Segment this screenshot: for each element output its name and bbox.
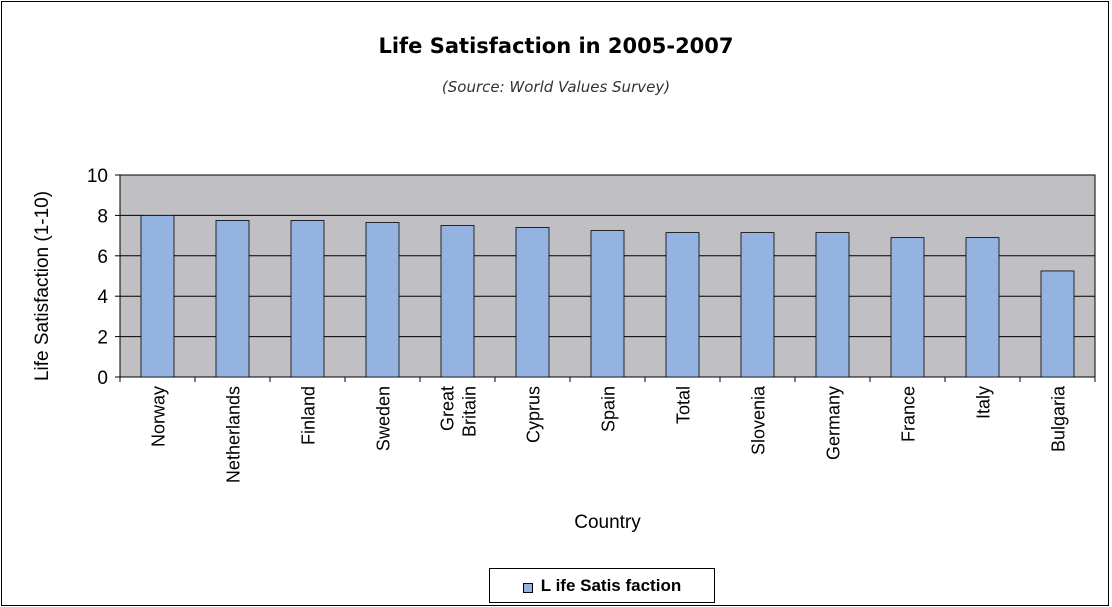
y-tick-label: 6	[97, 247, 108, 268]
legend-swatch	[522, 582, 533, 593]
x-tick-label: Slovenia	[749, 385, 769, 455]
bar	[515, 227, 550, 378]
chart-subtitle: (Source: World Values Survey)	[441, 78, 671, 96]
legend: L ife Satis faction	[489, 568, 715, 603]
bar	[740, 232, 775, 378]
bar	[590, 230, 625, 378]
y-axis-title: Life Satisfaction (1-10)	[32, 191, 53, 381]
bar	[1040, 270, 1075, 378]
bar	[815, 232, 850, 378]
x-tick-label: Cyprus	[524, 386, 544, 443]
x-tick-label: Finland	[299, 386, 319, 445]
y-tick-label: 10	[87, 166, 108, 187]
x-tick-label: Norway	[149, 386, 169, 447]
x-tick-label: Great	[438, 386, 458, 431]
x-tick-label: France	[899, 386, 919, 442]
x-tick-label: Britain	[460, 386, 480, 437]
bar	[665, 232, 700, 378]
x-tick-label: Sweden	[374, 386, 394, 451]
bar	[890, 237, 925, 378]
y-tick-label: 0	[97, 368, 108, 389]
x-tick-label: Spain	[599, 386, 619, 432]
legend-label: L ife Satis faction	[540, 575, 682, 595]
x-tick-label: Netherlands	[224, 386, 244, 483]
bar	[440, 225, 475, 378]
x-tick-label: Germany	[824, 386, 844, 460]
x-tick-label: Total	[674, 386, 694, 424]
chart-title: Life Satisfaction in 2005-2007	[378, 34, 734, 58]
bar	[365, 222, 400, 378]
bar	[140, 214, 175, 378]
y-tick-label: 2	[97, 328, 108, 349]
y-tick-label: 8	[97, 206, 108, 227]
bar	[215, 220, 250, 378]
bar	[290, 220, 325, 378]
x-tick-label: Italy	[974, 386, 994, 419]
y-tick-label: 4	[97, 287, 108, 308]
bar	[965, 237, 1000, 378]
x-axis-title: Country	[574, 512, 641, 533]
x-tick-label: Bulgaria	[1049, 385, 1069, 452]
